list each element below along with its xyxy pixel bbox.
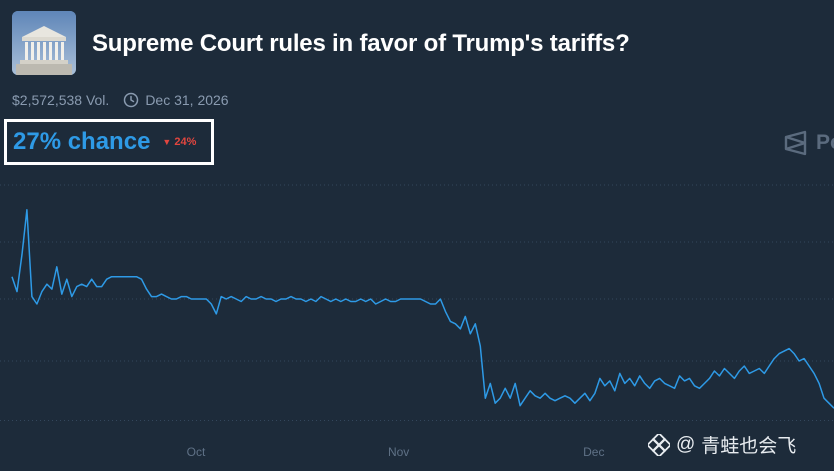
volume-text: $2,572,538 Vol. xyxy=(12,92,110,108)
supreme-court-image xyxy=(12,11,76,75)
end-date-text: Dec 31, 2026 xyxy=(145,92,229,108)
brand-label: Po xyxy=(816,131,834,154)
x-tick-label-nov: Nov xyxy=(388,445,409,459)
probability-chart: Oct Nov Dec xyxy=(0,184,834,459)
watermark-at: @ xyxy=(676,433,696,455)
polymarket-logo-icon xyxy=(784,130,807,156)
watermark-handle: 青蛙也会飞 xyxy=(701,436,797,457)
market-title[interactable]: Supreme Court rules in favor of Trump's … xyxy=(92,30,630,57)
diamond-logo-icon xyxy=(648,433,670,456)
series-line-yes xyxy=(11,209,834,409)
watermark: @ 青蛙也会飞 xyxy=(648,431,796,458)
down-triangle-icon: ▼ xyxy=(162,137,172,147)
market-meta: $2,572,538 Vol. Dec 31, 2026 xyxy=(12,92,229,108)
x-tick-label-dec: Dec xyxy=(583,445,604,459)
market-thumbnail xyxy=(12,11,76,75)
chance-highlight: 27% chance ▼ 24% xyxy=(4,119,214,165)
chance-value: 27% chance xyxy=(13,128,151,155)
change-value: 24% xyxy=(174,136,197,148)
polymarket-brand: Po xyxy=(784,130,834,156)
clock-icon xyxy=(123,92,139,108)
change-badge: ▼ 24% xyxy=(162,136,196,148)
x-tick-label-oct: Oct xyxy=(187,445,206,459)
